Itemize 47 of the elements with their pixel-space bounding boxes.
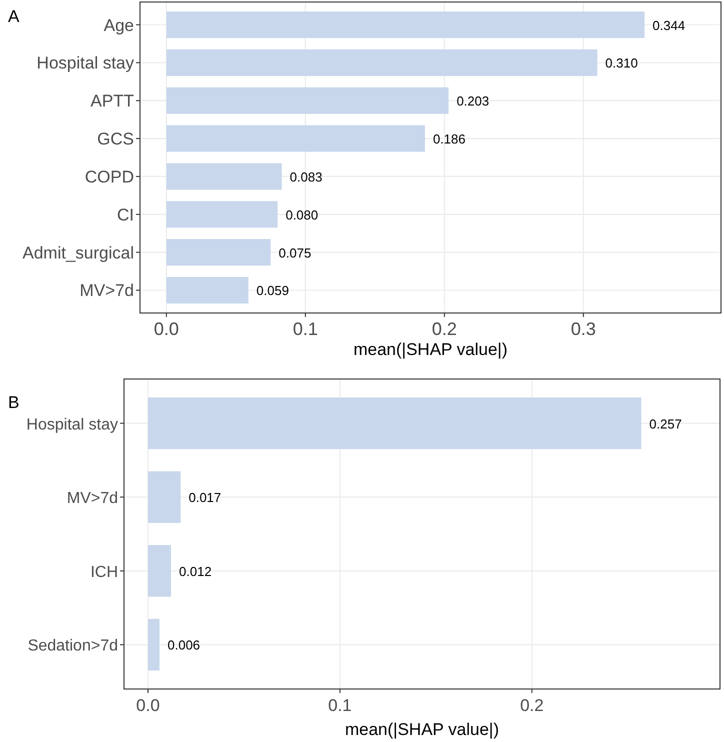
x-tick-label: 0.2	[432, 319, 457, 339]
data-label: 0.075	[278, 245, 312, 260]
data-label: 0.344	[652, 18, 686, 33]
y-tick-label: GCS	[97, 130, 134, 149]
x-axis-title: mean(|SHAP value|)	[353, 340, 508, 359]
bar	[166, 163, 282, 190]
x-tick-label: 0.0	[136, 696, 160, 715]
bar	[166, 49, 598, 76]
data-label: 0.083	[290, 169, 322, 184]
x-tick-label: 0.3	[570, 319, 596, 339]
data-label: 0.203	[456, 94, 490, 109]
y-tick-label: Hospital stay	[36, 54, 134, 73]
data-label: 0.257	[649, 416, 682, 432]
bar	[166, 201, 278, 228]
bar	[166, 11, 645, 38]
y-tick-label: MV>7d	[80, 281, 134, 300]
y-tick-label: ICH	[90, 564, 118, 581]
bar	[148, 545, 172, 597]
x-tick-label: 0.1	[328, 696, 352, 715]
bar	[166, 239, 271, 266]
x-tick-label: 0.2	[520, 696, 544, 715]
data-label: 0.059	[256, 283, 289, 298]
data-label: 0.017	[188, 490, 222, 506]
y-tick-label: Admit_surgical	[22, 243, 134, 262]
bar	[166, 276, 248, 304]
y-tick-label: Age	[104, 16, 134, 35]
bar	[148, 397, 642, 450]
y-tick-label: Hospital stay	[26, 416, 118, 434]
data-label: 0.012	[179, 564, 212, 579]
data-label: 0.006	[168, 638, 200, 653]
x-tick-label: 0.1	[292, 319, 318, 339]
y-tick-label: APTT	[90, 92, 134, 111]
bar	[166, 87, 449, 114]
bar	[148, 471, 181, 523]
data-label: 0.080	[286, 207, 318, 222]
text: B	[8, 393, 20, 412]
x-tick-label: 0.0	[154, 319, 179, 339]
bar	[148, 618, 160, 671]
y-tick-label: CI	[117, 205, 134, 224]
y-tick-label: COPD	[84, 167, 134, 186]
y-tick-label: Sedation>7d	[28, 638, 118, 655]
x-axis-title: mean(|SHAP value|)	[344, 720, 500, 739]
data-label: 0.310	[605, 56, 638, 71]
data-label: 0.186	[432, 132, 466, 147]
chart-title: A	[8, 7, 20, 26]
bar	[166, 125, 425, 152]
y-tick-label: MV>7d	[66, 490, 118, 508]
